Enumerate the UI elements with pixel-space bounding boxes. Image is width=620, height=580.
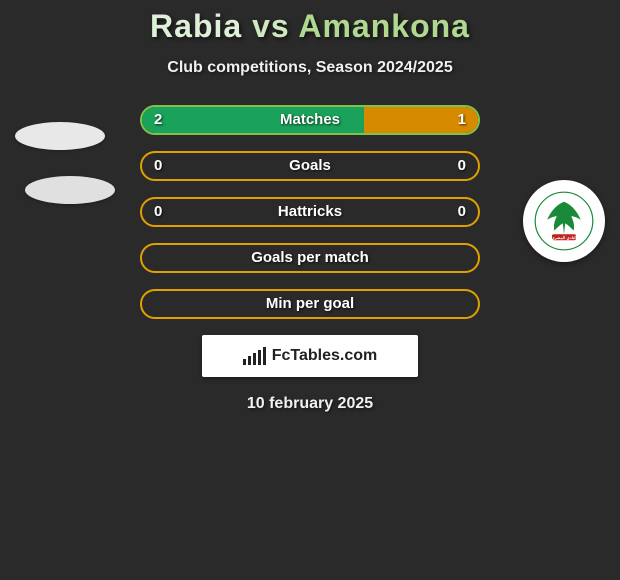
brand-logo: FcTables.com: [202, 335, 418, 377]
player1-name: Rabia: [150, 8, 242, 44]
page-title: Rabia vs Amankona: [0, 8, 620, 45]
stat-label: Goals: [142, 153, 478, 179]
stat-row: 00Goals: [140, 151, 480, 181]
stat-row: 00Hattricks: [140, 197, 480, 227]
subtitle: Club competitions, Season 2024/2025: [0, 59, 620, 77]
stat-label: Matches: [142, 107, 478, 133]
player2-name: Amankona: [298, 8, 470, 44]
date-label: 10 february 2025: [0, 395, 620, 413]
header: Rabia vs Amankona Club competitions, Sea…: [0, 0, 620, 77]
stat-row: Min per goal: [140, 289, 480, 319]
stat-label: Goals per match: [142, 245, 478, 271]
stat-label: Hattricks: [142, 199, 478, 225]
stats-table: 21Matches 00Goals 00Hattricks Goals per mat…: [0, 105, 620, 319]
bars-icon: [243, 347, 266, 365]
brand-text: FcTables.com: [272, 347, 378, 365]
vs-label: vs: [252, 8, 290, 44]
stat-row: Goals per match: [140, 243, 480, 273]
stat-label: Min per goal: [142, 291, 478, 317]
stat-row: 21Matches: [140, 105, 480, 135]
